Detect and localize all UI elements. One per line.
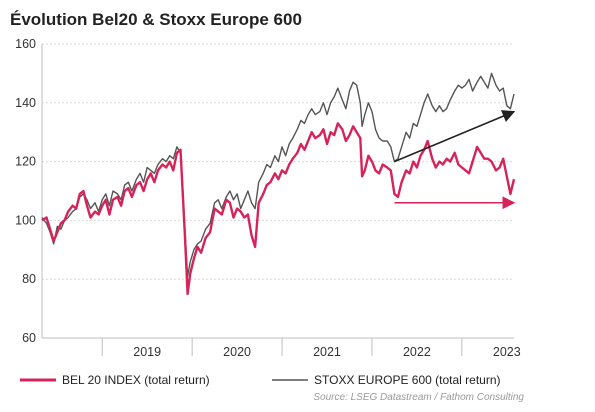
y-tick-label: 160 xyxy=(15,37,36,51)
x-tick-label: 2020 xyxy=(223,345,251,359)
y-tick-label: 60 xyxy=(22,331,36,345)
trend-arrows xyxy=(394,110,516,210)
source-note: Source: LSEG Datastream / Fathom Consult… xyxy=(313,392,524,403)
legend-label-stoxx: STOXX EUROPE 600 (total return) xyxy=(314,373,501,387)
series-line-bel20 xyxy=(41,122,516,296)
series-lines xyxy=(41,72,516,296)
y-axis: 60 80 100 120 140 160 xyxy=(15,37,43,345)
legend-label-bel20: BEL 20 INDEX (total return) xyxy=(62,373,210,387)
x-tick-label: 2023 xyxy=(493,345,521,359)
y-tick-label: 80 xyxy=(22,272,36,286)
x-tick-label: 2021 xyxy=(313,345,341,359)
x-axis: 2019 2020 2021 2022 2023 xyxy=(42,337,521,359)
chart-title: Évolution Bel20 & Stoxx Europe 600 xyxy=(10,10,302,29)
y-tick-label: 140 xyxy=(15,96,36,110)
x-tick-label: 2019 xyxy=(133,345,161,359)
trend-arrow-stoxx xyxy=(394,110,516,163)
series-line-stoxx xyxy=(41,72,515,277)
legend: BEL 20 INDEX (total return) STOXX EUROPE… xyxy=(20,373,501,387)
y-tick-label: 100 xyxy=(15,213,36,227)
y-tick-label: 120 xyxy=(15,155,36,169)
x-tick-label: 2022 xyxy=(403,345,431,359)
